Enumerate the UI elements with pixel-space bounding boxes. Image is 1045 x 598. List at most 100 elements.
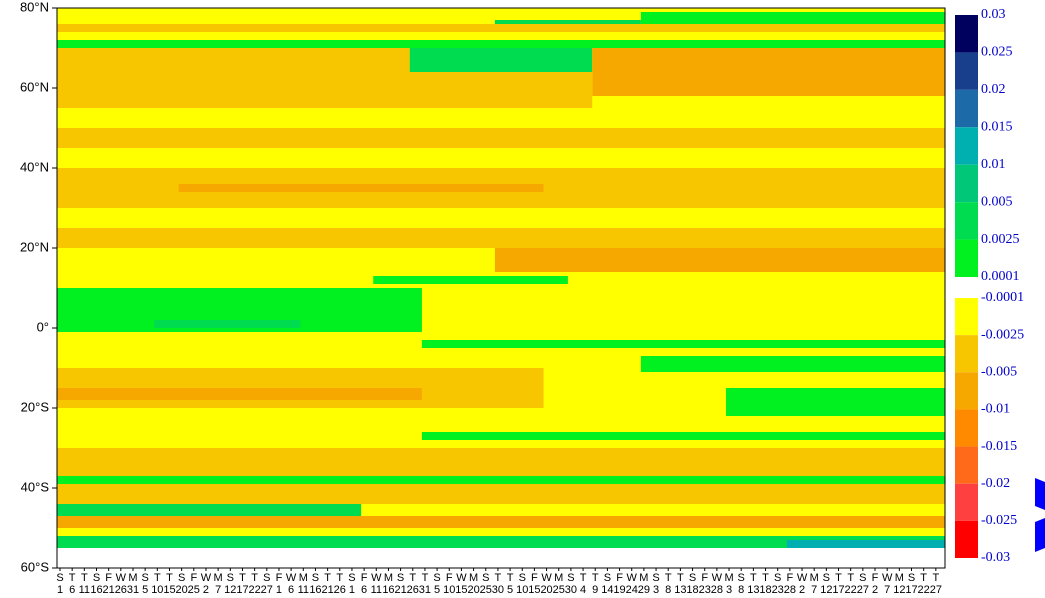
x-tick-weekday: S xyxy=(312,572,319,584)
x-tick-day: 15 xyxy=(528,584,540,596)
x-tick-weekday: T xyxy=(592,572,599,584)
x-tick-day: 26 xyxy=(407,584,419,596)
contour-region xyxy=(373,276,568,284)
x-tick-day: 29 xyxy=(638,584,650,596)
x-tick-weekday: F xyxy=(531,572,538,584)
x-tick-day: 13 xyxy=(747,584,759,596)
x-tick-weekday: S xyxy=(689,572,696,584)
x-tick-weekday: T xyxy=(495,572,502,584)
x-tick-day: 17 xyxy=(236,584,248,596)
colorbar-label: -0.0001 xyxy=(981,290,1024,305)
x-tick-day: 11 xyxy=(371,584,382,596)
x-tick-day: 6 xyxy=(288,584,294,596)
x-tick-weekday: S xyxy=(908,572,915,584)
contour-region xyxy=(592,48,945,96)
colorbar-box xyxy=(955,164,978,203)
colorbar-box xyxy=(955,239,978,277)
contour-region xyxy=(409,48,593,72)
x-tick-weekday: T xyxy=(336,572,343,584)
x-tick-weekday: T xyxy=(166,572,173,584)
y-tick-label: 60°S xyxy=(21,559,50,574)
x-tick-day: 3 xyxy=(653,584,659,596)
contour-region xyxy=(154,320,301,328)
x-tick-day: 21 xyxy=(394,584,406,596)
x-tick-day: 7 xyxy=(884,584,890,596)
x-tick-day: 24 xyxy=(626,584,638,596)
y-tick-label: 60°N xyxy=(20,79,49,94)
x-tick-day: 20 xyxy=(467,584,479,596)
x-tick-day: 2 xyxy=(203,584,209,596)
x-tick-day: 28 xyxy=(711,584,723,596)
colorbar-label: 0.0025 xyxy=(981,232,1020,247)
contour-region xyxy=(57,72,593,108)
colorbar-box xyxy=(955,409,978,447)
x-tick-weekday: T xyxy=(920,572,927,584)
x-tick-weekday: S xyxy=(433,572,440,584)
contour-region xyxy=(640,12,945,24)
x-tick-day: 5 xyxy=(142,584,148,596)
x-tick-day: 25 xyxy=(188,584,200,596)
x-tick-weekday: T xyxy=(324,572,331,584)
x-tick-weekday: F xyxy=(872,572,879,584)
x-tick-weekday: W xyxy=(116,572,127,584)
colorbar-box xyxy=(955,520,978,558)
x-tick-day: 15 xyxy=(163,584,175,596)
x-tick-day: 27 xyxy=(930,584,942,596)
x-tick-day: 31 xyxy=(127,584,139,596)
contour-region xyxy=(57,504,362,516)
x-tick-weekday: S xyxy=(56,572,63,584)
colorbar-label: 0.0001 xyxy=(981,269,1020,284)
x-tick-weekday: F xyxy=(276,572,283,584)
x-tick-day: 12 xyxy=(820,584,832,596)
x-tick-day: 12 xyxy=(224,584,236,596)
x-tick-day: 11 xyxy=(79,584,90,596)
x-tick-day: 8 xyxy=(738,584,744,596)
x-tick-day: 2 xyxy=(799,584,805,596)
colorbar-box xyxy=(955,52,978,90)
contour-region xyxy=(178,184,544,192)
x-tick-weekday: T xyxy=(835,572,842,584)
colorbar-box xyxy=(955,89,978,128)
x-tick-weekday: M xyxy=(469,572,478,584)
x-tick-weekday: M xyxy=(214,572,223,584)
x-tick-day: 6 xyxy=(69,584,75,596)
contour-region xyxy=(640,356,945,372)
x-tick-weekday: S xyxy=(263,572,270,584)
colorbar-label: -0.03 xyxy=(981,550,1010,565)
x-tick-day: 30 xyxy=(565,584,577,596)
x-tick-weekday: S xyxy=(774,572,781,584)
x-tick-day: 16 xyxy=(309,584,321,596)
contour-region xyxy=(57,24,945,32)
contour-region xyxy=(726,388,945,416)
colorbar-label: -0.015 xyxy=(981,439,1017,454)
y-tick-label: 80°N xyxy=(20,0,49,14)
x-tick-day: 26 xyxy=(334,584,346,596)
x-tick-weekday: F xyxy=(786,572,793,584)
colorbar-label: 0.005 xyxy=(981,194,1013,209)
x-tick-weekday: M xyxy=(384,572,393,584)
x-tick-weekday: T xyxy=(665,572,672,584)
x-tick-weekday: T xyxy=(507,572,514,584)
x-tick-day: 21 xyxy=(103,584,115,596)
x-tick-day: 5 xyxy=(434,584,440,596)
colorbar-box xyxy=(955,15,978,53)
x-tick-day: 30 xyxy=(492,584,504,596)
x-tick-weekday: W xyxy=(201,572,212,584)
x-tick-weekday: M xyxy=(724,572,733,584)
x-tick-day: 20 xyxy=(540,584,552,596)
x-tick-day: 4 xyxy=(580,584,586,596)
x-tick-day: 22 xyxy=(249,584,261,596)
x-tick-day: 13 xyxy=(674,584,686,596)
colorbar-label: 0.02 xyxy=(981,82,1006,97)
x-tick-weekday: S xyxy=(348,572,355,584)
contour-region xyxy=(57,476,945,484)
x-tick-weekday: S xyxy=(397,572,404,584)
colorbar-label: -0.0025 xyxy=(981,327,1024,342)
x-tick-weekday: W xyxy=(712,572,723,584)
x-tick-day: 11 xyxy=(298,584,309,596)
x-tick-weekday: F xyxy=(105,572,112,584)
contour-region xyxy=(421,340,945,348)
x-tick-day: 8 xyxy=(665,584,671,596)
x-tick-day: 10 xyxy=(443,584,455,596)
x-tick-day: 5 xyxy=(507,584,513,596)
